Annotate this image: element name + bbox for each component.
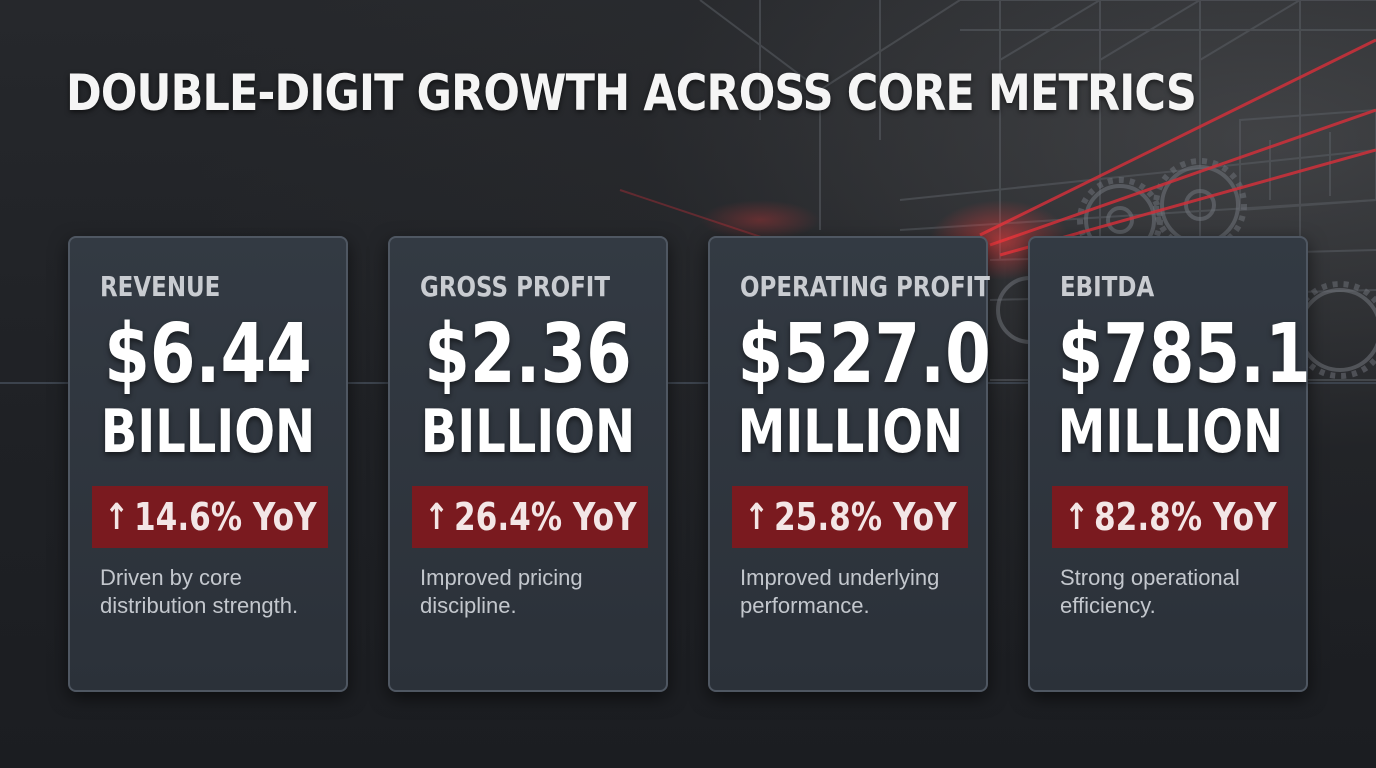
arrow-up-icon: ↑ [1063,496,1089,538]
card-description: Strong operational efficiency. [1060,565,1240,618]
card-label: OPERATING PROFIT [740,270,990,303]
change-value: 82.8% YoY [1093,495,1277,539]
change-badge: ↑ 25.8% YoY [732,486,968,548]
arrow-up-icon: ↑ [743,496,769,538]
card-amount: $527.0 [737,307,991,402]
metric-card-ebitda: EBITDA $785.1 MILLION ↑ 82.8% YoY Strong… [1028,236,1311,692]
card-description: Improved underlying performance. [740,565,940,618]
card-label: GROSS PROFIT [420,270,610,303]
card-label: REVENUE [100,270,221,303]
change-badge: ↑ 82.8% YoY [1052,486,1288,548]
card-unit: BILLION [420,397,636,467]
page-title: DOUBLE-DIGIT GROWTH ACROSS CORE METRICS [66,64,1197,122]
change-value: 25.8% YoY [773,495,957,539]
card-unit: MILLION [737,397,964,467]
card-amount: $6.44 [104,307,312,402]
metric-card-gross-profit: GROSS PROFIT $2.36 BILLION ↑ 26.4% YoY I… [388,236,668,692]
card-description: Improved pricing discipline. [420,565,583,618]
change-badge: ↑ 14.6% YoY [92,486,328,548]
change-value: 14.6% YoY [133,495,317,539]
arrow-up-icon: ↑ [423,496,449,538]
card-label: EBITDA [1060,270,1155,303]
change-value: 26.4% YoY [453,495,637,539]
arrow-up-icon: ↑ [103,496,129,538]
card-amount: $2.36 [424,307,632,402]
metric-card-revenue: REVENUE $6.44 BILLION ↑ 14.6% YoY Driven… [68,236,348,692]
card-description: Driven by core distribution strength. [100,565,299,618]
change-badge: ↑ 26.4% YoY [412,486,648,548]
card-unit: MILLION [1057,397,1284,467]
metric-card-operating-profit: OPERATING PROFIT $527.0 MILLION ↑ 25.8% … [708,236,991,692]
card-unit: BILLION [100,397,316,467]
horizontal-divider-line [0,382,1376,384]
card-amount: $785.1 [1057,307,1311,402]
